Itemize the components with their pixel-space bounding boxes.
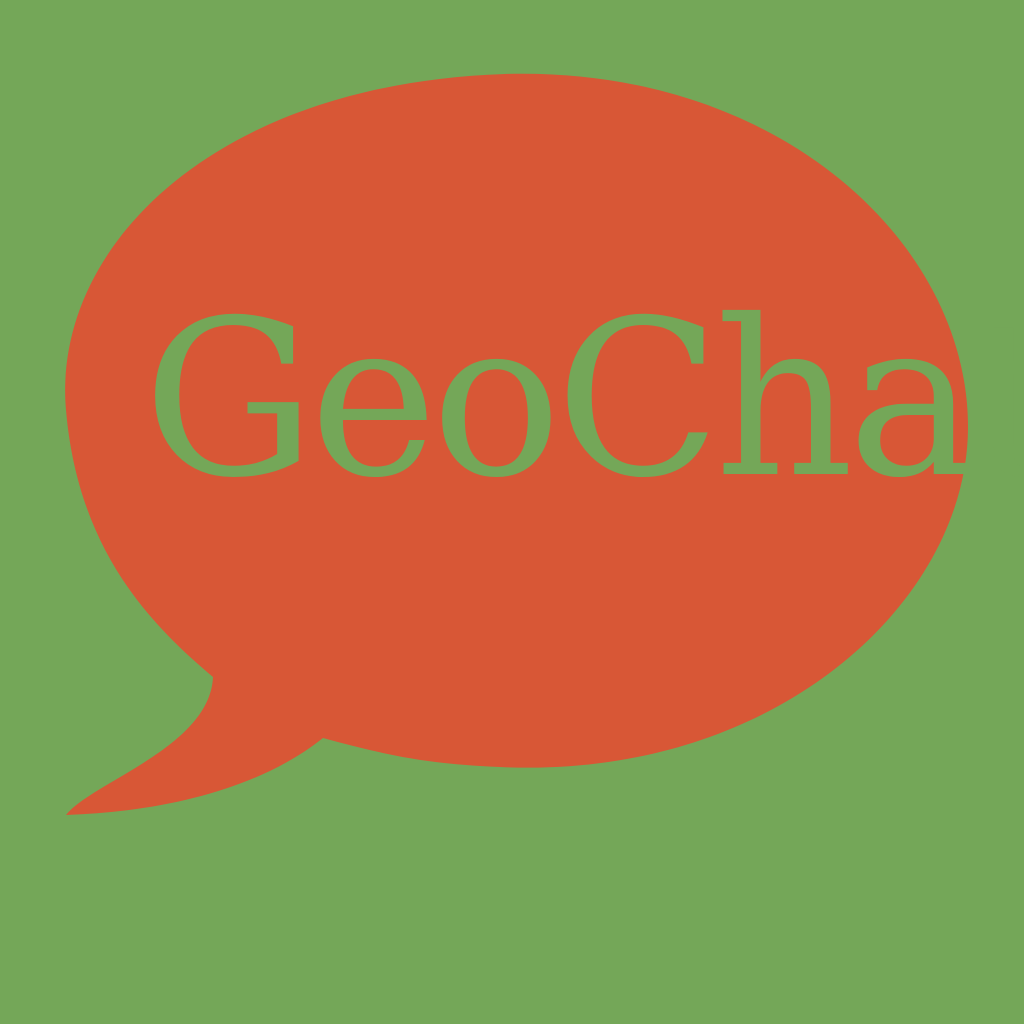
brand-name: GeoChat — [143, 290, 983, 510]
